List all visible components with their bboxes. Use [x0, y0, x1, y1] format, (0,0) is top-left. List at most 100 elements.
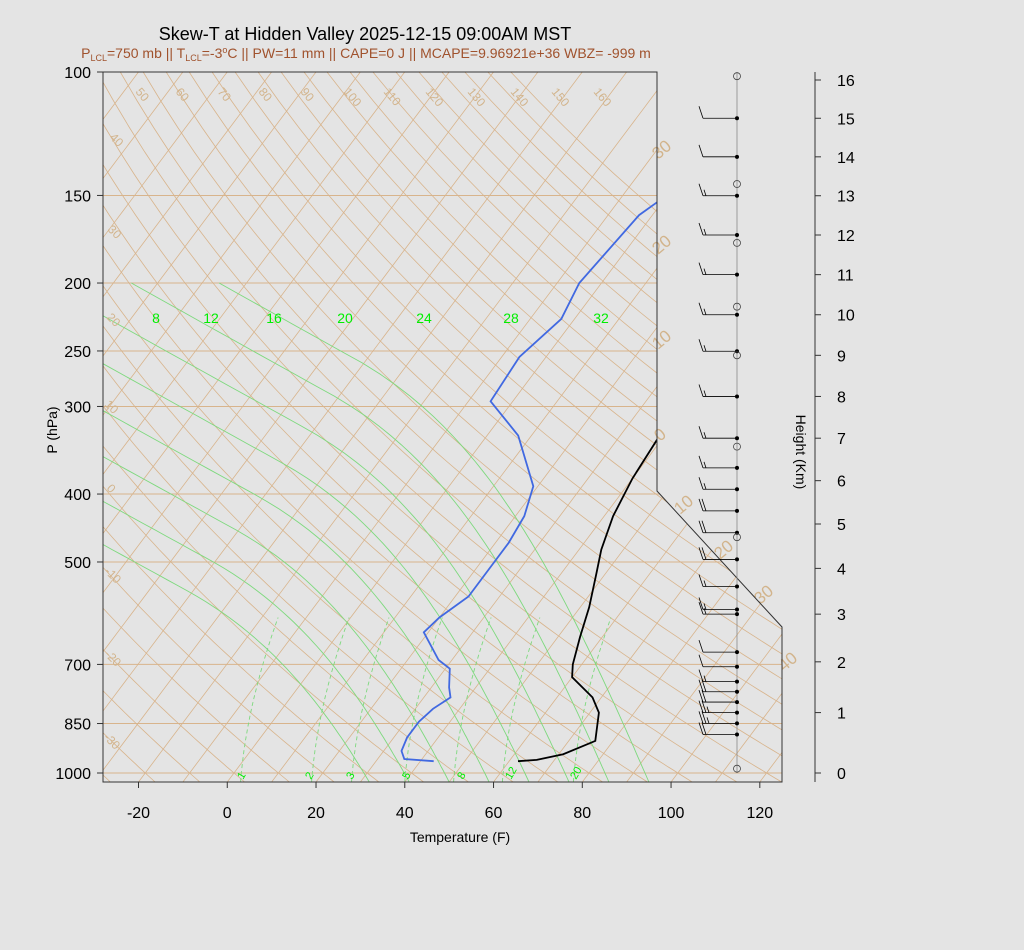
dry-adiabat-line [349, 72, 782, 782]
isotherm-line [103, 72, 317, 782]
wind-barb-flag [701, 711, 707, 724]
x-tick-label: 100 [658, 805, 685, 822]
moist-adiabat-line [103, 282, 570, 782]
wind-barb-half [703, 268, 707, 275]
wind-barb-flag [698, 498, 704, 512]
dry-adiabat-line [103, 72, 648, 782]
wind-barb-flag [701, 689, 707, 703]
subtitle-degree: o [222, 45, 227, 55]
dry-adiabat-line [119, 72, 782, 782]
isotherm-line [103, 72, 272, 782]
height-tick-label: 15 [837, 111, 855, 128]
dry-adiabat-line [103, 72, 782, 782]
height-tick-label: 1 [837, 706, 846, 723]
p-tick-label: 100 [64, 65, 91, 82]
isotherm-label: 70 [215, 85, 235, 104]
dry-adiabat-line [103, 72, 603, 782]
p-tick-label: 300 [64, 399, 91, 416]
dry-adiabat-line [103, 72, 201, 782]
mixing-ratio-line [240, 617, 279, 782]
left-isotherm-label: 30 [105, 222, 125, 242]
wind-barb-flag [698, 669, 704, 682]
height-tick-label: 16 [837, 73, 855, 90]
wind-barb-flag [698, 339, 704, 352]
wind-barb-flag [698, 722, 704, 735]
p-tick-label: 250 [64, 344, 91, 361]
dry-adiabat-line [280, 72, 782, 782]
height-tick-label: 11 [837, 268, 854, 285]
mixing-ratio-line [351, 617, 390, 782]
dry-adiabat-line [103, 72, 782, 782]
isotherm-line [893, 72, 1024, 782]
dry-adiabat-line [103, 72, 424, 782]
dry-adiabat-line [103, 72, 738, 782]
wind-barb-flag [698, 384, 704, 397]
isotherm-label: 140 [508, 85, 532, 110]
mixing-ratio-top-label: 16 [266, 310, 282, 326]
subtitle-lcl-t-sub: LCL [185, 53, 202, 63]
moist-adiabat-line [103, 282, 450, 782]
isotherm-line [715, 72, 782, 782]
isotherm-label: 100 [341, 85, 365, 110]
chart-title: Skew-T at Hidden Valley 2025-12-15 09:00… [159, 24, 572, 44]
dewpoint-line [400, 72, 782, 763]
mixing-ratio-top-label: 20 [337, 310, 353, 326]
mixing-ratio-line [311, 617, 350, 782]
wind-level-circle [733, 72, 741, 81]
mixing-ratio-line [501, 617, 541, 782]
dry-adiabat-line [418, 72, 782, 782]
dry-adiabat-line [234, 72, 782, 782]
wind-level-circle [733, 238, 741, 247]
dry-adiabat-line [510, 72, 782, 782]
dry-adiabat-label: 10 [648, 326, 675, 353]
isotherm-line [103, 72, 228, 782]
dry-adiabat-line [464, 72, 782, 782]
wind-barbs [698, 72, 741, 773]
mixing-ratio-bottom-label: 1 [235, 770, 248, 781]
moist-adiabat-line [103, 282, 410, 782]
height-tick-label: 5 [837, 517, 846, 534]
left-isotherm-label: 40 [107, 130, 127, 150]
moist-adiabat-line [103, 282, 370, 782]
mixing-ratio-top-label: 28 [503, 310, 519, 326]
moist-adiabat-line [131, 282, 610, 782]
left-isotherm-label: 20 [104, 310, 124, 330]
wind-barb-flag [698, 426, 704, 439]
dry-adiabat-label: 0 [650, 424, 669, 445]
wind-barb-flag [701, 520, 707, 533]
isotherm-line [0, 72, 5, 782]
wind-barb-half [703, 308, 707, 315]
p-tick-label: 850 [64, 717, 91, 734]
p-tick-label: 500 [64, 555, 91, 572]
moist-adiabat-line [218, 282, 650, 782]
wind-level-circle [733, 442, 741, 451]
wind-barb-flag [701, 722, 707, 735]
mixing-ratio-top-label: 12 [203, 310, 219, 326]
mixing-ratio-line [453, 617, 492, 782]
dry-adiabat-line [103, 72, 335, 782]
wind-barb-flag [698, 639, 704, 653]
dry-adiabat-line [103, 72, 693, 782]
dry-adiabat-label: 40 [774, 648, 801, 675]
dry-adiabat-label: 20 [648, 231, 675, 258]
wind-barb-flag [701, 679, 707, 692]
wind-barb-flag [701, 498, 707, 512]
wind-level-circle [733, 351, 741, 360]
plot-frame [102, 71, 783, 783]
wind-barb-flag [698, 262, 704, 275]
dry-adiabat-line [395, 72, 782, 782]
isotherm-line [103, 72, 583, 782]
height-tick-label: 7 [837, 431, 846, 448]
wind-barb-half [703, 603, 707, 610]
p-tick-label: 1000 [55, 766, 91, 783]
wind-barb-flag [698, 477, 704, 490]
wind-barb-flag [698, 700, 704, 713]
height-tick-label: 13 [837, 189, 855, 206]
wind-barb-half [703, 461, 707, 468]
isotherm-line [937, 72, 1024, 782]
isotherm-label: 50 [133, 85, 153, 104]
isotherm-line [138, 72, 672, 782]
dry-adiabat-line [103, 72, 290, 782]
dry-adiabat-label: 30 [648, 136, 675, 163]
